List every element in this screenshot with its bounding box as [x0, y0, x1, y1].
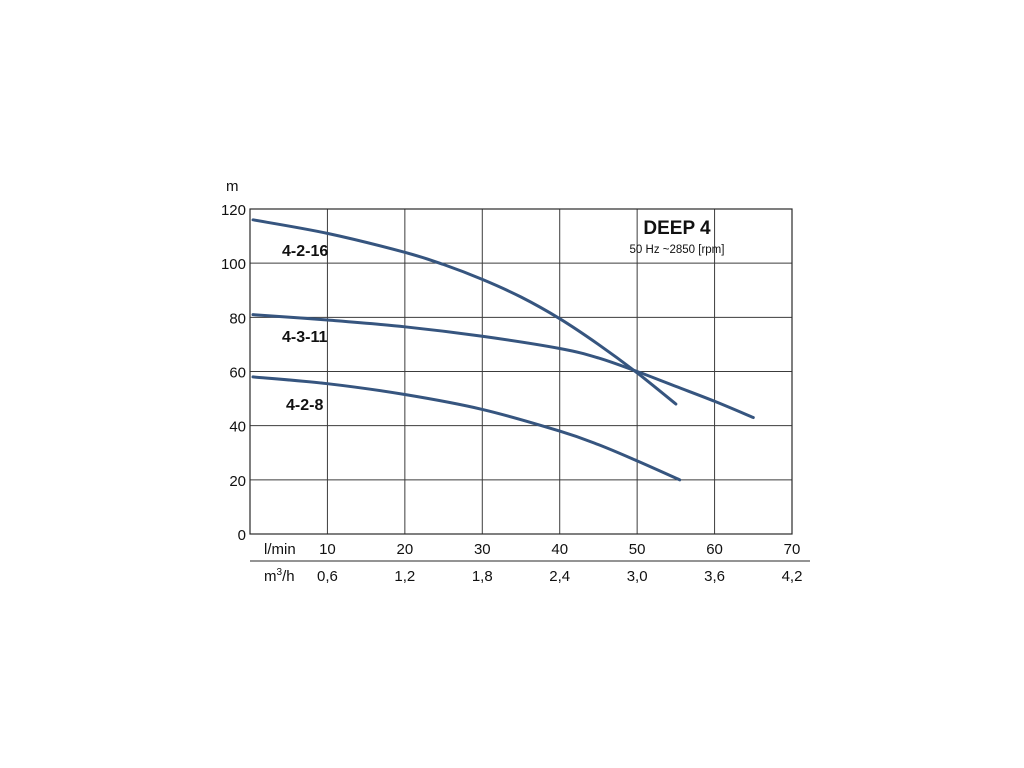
y-tick-label: 40 — [229, 419, 246, 436]
y-axis-ticks: 0 20 40 60 80 100 120 — [221, 202, 246, 544]
y-tick-label: 100 — [221, 256, 246, 273]
curve-4-2-16 — [251, 218, 678, 406]
x-tick-label-m3h: 4,2 — [782, 568, 803, 585]
y-tick-label: 120 — [221, 202, 246, 219]
pump-curves — [251, 218, 755, 482]
x-axis-ticks: 10 0,6 20 1,2 30 1,8 40 2,4 50 3,0 60 3,6 70 4,2 — [317, 541, 802, 585]
x-tick-label-lmin: 40 — [551, 541, 568, 558]
series-label-4-3-11: 4-3-11 — [282, 329, 327, 346]
y-tick-label: 80 — [229, 310, 246, 327]
chart-subtitle: 50 Hz ~2850 [rpm] — [630, 244, 725, 256]
x-tick-label-lmin: 20 — [397, 541, 414, 558]
y-tick-label: 0 — [238, 527, 246, 544]
grid — [249, 208, 810, 562]
x-axis-primary-unit: l/min — [264, 541, 296, 558]
x-tick-label-lmin: 70 — [784, 541, 801, 558]
y-axis-unit: m — [226, 178, 239, 195]
plot-frame — [249, 208, 793, 535]
y-tick-label: 60 — [229, 365, 246, 382]
curve-4-2-8 — [251, 375, 682, 482]
chart-title: DEEP 4 — [643, 218, 711, 239]
y-tick-label: 20 — [229, 473, 246, 490]
series-label-4-2-8: 4-2-8 — [286, 397, 323, 414]
x-tick-label-m3h: 3,6 — [704, 568, 725, 585]
x-tick-label-lmin: 50 — [629, 541, 646, 558]
x-tick-label-m3h: 3,0 — [627, 568, 648, 585]
series-label-4-2-16: 4-2-16 — [282, 243, 328, 260]
x-tick-label-m3h: 1,8 — [472, 568, 493, 585]
x-tick-label-m3h: 2,4 — [549, 568, 570, 585]
x-tick-label-m3h: 1,2 — [394, 568, 415, 585]
curve-4-3-11 — [251, 313, 755, 420]
x-tick-label-m3h: 0,6 — [317, 568, 338, 585]
x-tick-label-lmin: 10 — [319, 541, 336, 558]
x-tick-label-lmin: 30 — [474, 541, 491, 558]
x-axis-secondary-unit: m3/h — [264, 567, 295, 585]
x-tick-label-lmin: 60 — [706, 541, 723, 558]
